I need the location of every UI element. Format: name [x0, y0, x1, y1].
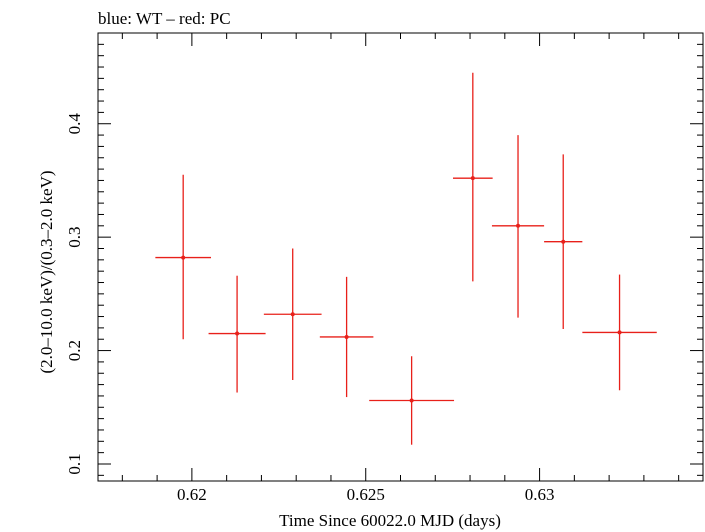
y-tick-label: 0.1 — [65, 453, 84, 474]
x-axis: 0.62 0.625 0.63 — [121, 33, 680, 504]
data-point — [263, 248, 322, 381]
point-marker — [561, 239, 566, 244]
data-point — [319, 276, 374, 398]
point-marker — [181, 255, 186, 260]
y-axis-label: (2.0–10.0 keV)/(0.3–2.0 keV) — [37, 170, 56, 373]
x-tick-label: 0.63 — [525, 485, 555, 504]
y-tick-label: 0.4 — [65, 113, 84, 135]
data-point — [155, 174, 212, 340]
data-point — [544, 154, 583, 330]
point-marker — [470, 176, 475, 181]
y-axis: 0.1 0.2 0.3 0.4 — [65, 32, 703, 476]
point-marker — [344, 334, 349, 339]
data-points — [155, 72, 657, 445]
x-axis-label: Time Since 60022.0 MJD (days) — [279, 511, 501, 530]
x-tick-label: 0.625 — [347, 485, 385, 504]
point-marker — [290, 312, 295, 317]
y-tick-label: 0.2 — [65, 340, 84, 361]
data-point — [453, 72, 493, 282]
data-point — [491, 135, 545, 318]
point-marker — [617, 330, 622, 335]
data-point — [582, 274, 657, 391]
point-marker — [409, 398, 414, 403]
data-point — [208, 275, 266, 393]
x-tick-label: 0.62 — [177, 485, 207, 504]
y-tick-label: 0.3 — [65, 227, 84, 248]
point-marker — [235, 331, 240, 336]
data-point — [369, 356, 455, 445]
chart-title: blue: WT – red: PC — [98, 9, 231, 28]
point-marker — [516, 223, 521, 228]
